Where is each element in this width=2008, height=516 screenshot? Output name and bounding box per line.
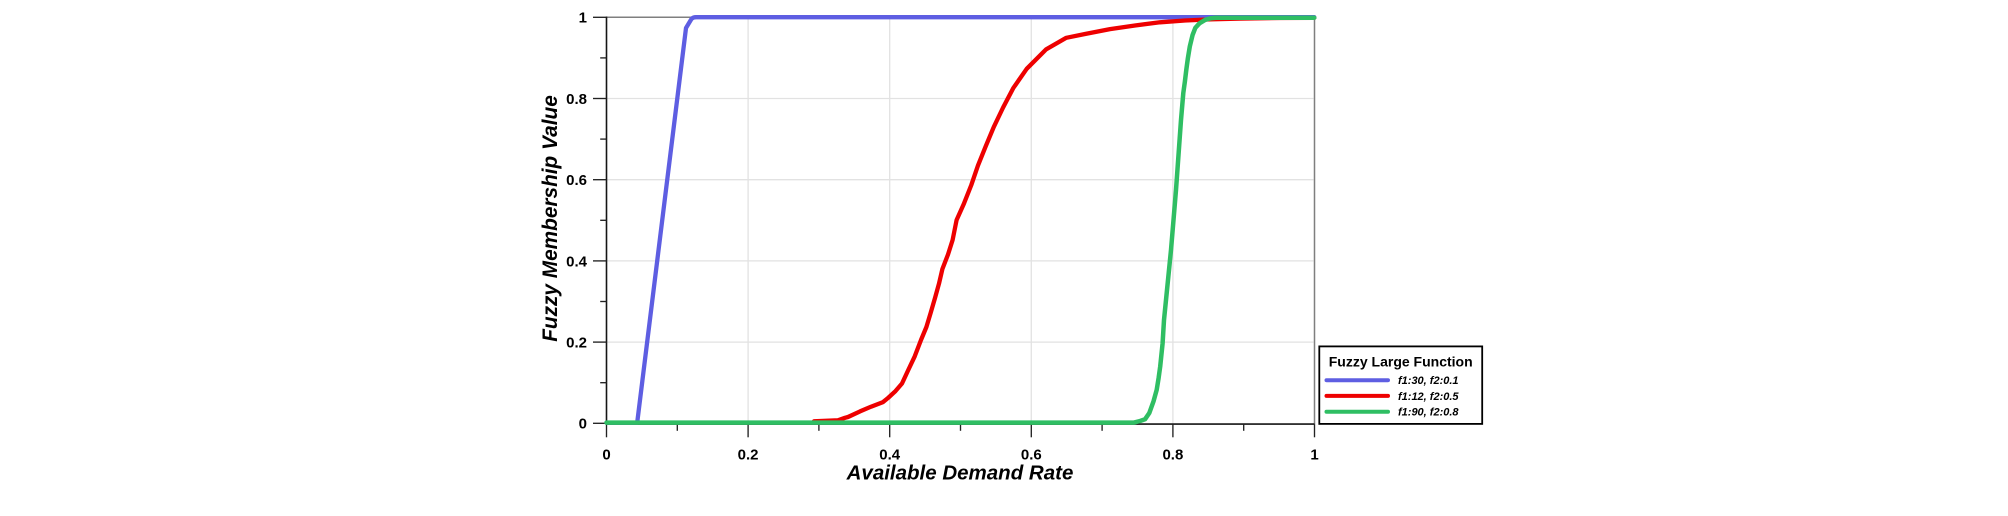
svg-text:0.6: 0.6: [1021, 446, 1042, 463]
svg-text:f1:12, f2:0.5: f1:12, f2:0.5: [1398, 391, 1459, 403]
svg-text:Fuzzy Membership Value: Fuzzy Membership Value: [539, 95, 562, 342]
svg-text:f1:30, f2:0.1: f1:30, f2:0.1: [1398, 375, 1459, 387]
svg-text:1: 1: [1310, 446, 1318, 463]
svg-text:f1:90, f2:0.8: f1:90, f2:0.8: [1398, 407, 1459, 419]
svg-text:0.8: 0.8: [566, 91, 587, 108]
svg-text:0.2: 0.2: [738, 446, 759, 463]
svg-text:1: 1: [579, 10, 587, 27]
svg-text:0: 0: [602, 446, 610, 463]
svg-text:0.2: 0.2: [566, 335, 587, 352]
svg-text:0.4: 0.4: [879, 446, 901, 463]
svg-text:0.6: 0.6: [566, 172, 587, 189]
svg-text:Fuzzy Large Function: Fuzzy Large Function: [1329, 354, 1473, 370]
svg-text:0: 0: [579, 416, 587, 433]
svg-text:Available Demand Rate: Available Demand Rate: [846, 462, 1074, 485]
svg-text:0.4: 0.4: [566, 253, 588, 270]
svg-text:0.8: 0.8: [1162, 446, 1183, 463]
